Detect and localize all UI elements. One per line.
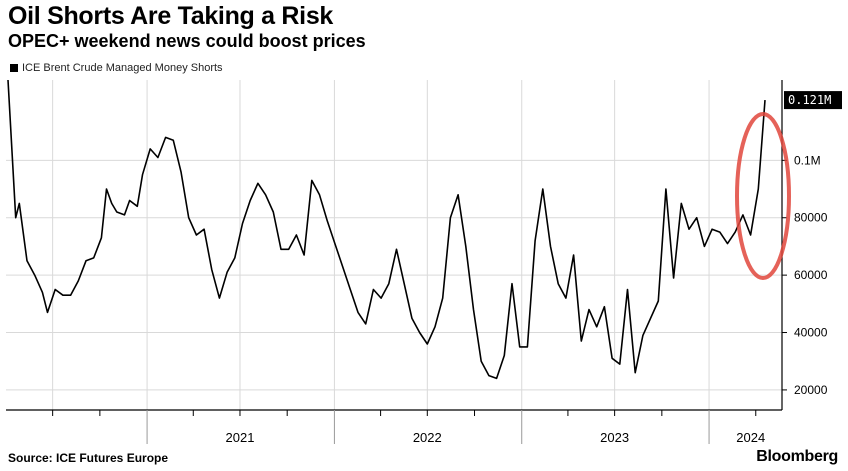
y-tick-label: 20000 <box>794 383 828 397</box>
bloomberg-logo: Bloomberg <box>756 448 838 465</box>
x-tick-label: 2022 <box>413 430 442 445</box>
x-tick-label: 2021 <box>226 430 255 445</box>
y-tick-label: 80000 <box>794 211 828 225</box>
series-line <box>7 79 766 380</box>
highlight-ellipse <box>735 112 791 280</box>
y-tick-label: 40000 <box>794 326 828 340</box>
x-tick-label: 2023 <box>600 430 629 445</box>
y-tick-label: 0.1M <box>794 153 821 167</box>
chart-subtitle: OPEC+ weekend news could boost prices <box>8 31 366 51</box>
chart-title: Oil Shorts Are Taking a Risk <box>8 2 334 30</box>
last-value-label: 0.121M <box>788 93 831 107</box>
legend-label: ICE Brent Crude Managed Money Shorts <box>22 62 223 74</box>
x-tick-label: 2024 <box>736 430 765 445</box>
last-value-box <box>784 91 842 110</box>
chart-legend: ICE Brent Crude Managed Money Shorts <box>10 62 223 74</box>
y-tick-label: 60000 <box>794 268 828 282</box>
source-note: Source: ICE Futures Europe <box>8 451 169 465</box>
legend-swatch <box>10 64 18 72</box>
